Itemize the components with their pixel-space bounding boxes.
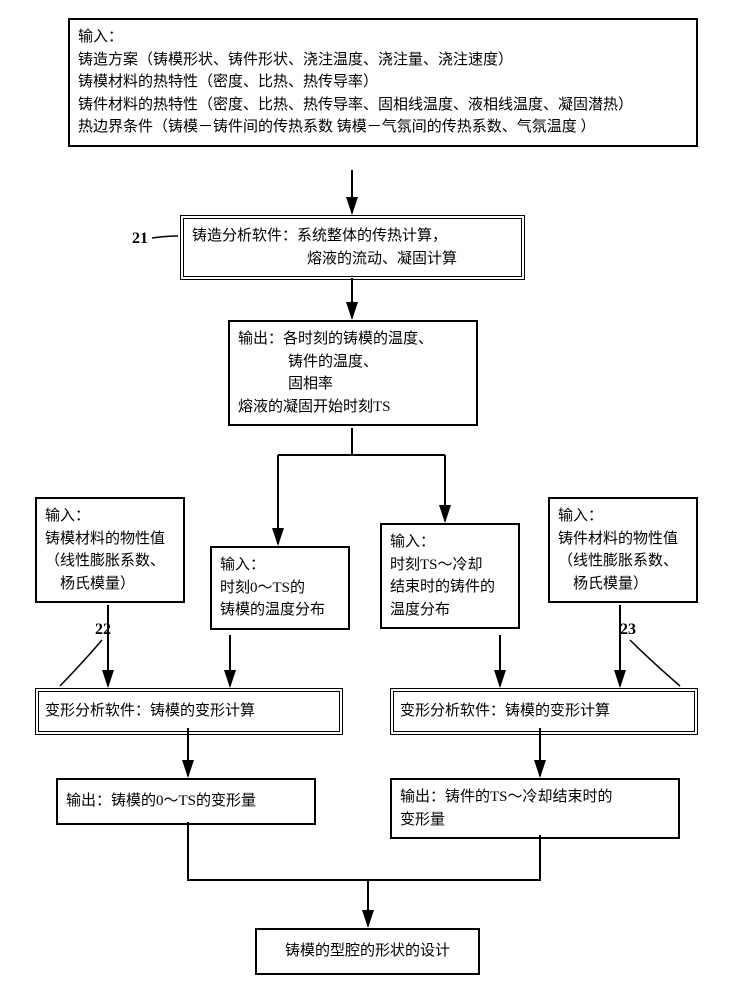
text: 铸件的温度、 (238, 351, 468, 374)
text: 铸件材料的物性值 (558, 528, 688, 551)
text: 输出：各时刻的铸模的温度、 (238, 328, 468, 351)
software-21-box: 铸造分析软件：系统整体的传热计算， 熔液的流动、凝固计算 (180, 215, 525, 280)
text: （线性膨胀系数、 (558, 550, 688, 573)
text: 时刻TS～冷却 (390, 554, 510, 577)
text: 输入： (390, 531, 510, 554)
input-top-box: 输入： 铸造方案（铸模形状、铸件形状、浇注温度、浇注量、浇注速度） 铸模材料的热… (68, 18, 698, 147)
ref-label-22: 22 (95, 621, 111, 639)
text: 输入： (558, 505, 688, 528)
input-time-ts-end-box: 输入： 时刻TS～冷却 结束时的铸件的 温度分布 (380, 523, 520, 629)
input-time-0-ts-box: 输入： 时刻0～TS的 铸模的温度分布 (210, 546, 350, 630)
text: 输入： (220, 554, 340, 577)
software-22-box: 变形分析软件：铸模的变形计算 (35, 688, 343, 735)
text: 铸模材料的热特性（密度、比热、热传导率） (78, 71, 688, 94)
text: 结束时的铸件的 (390, 576, 510, 599)
output-right-box: 输出：铸件的TS～冷却结束时的 变形量 (390, 778, 680, 839)
software-23-box: 变形分析软件：铸模的变形计算 (390, 688, 698, 735)
text: （线性膨胀系数、 (45, 550, 175, 573)
input-mold-material-box: 输入： 铸模材料的物性值 （线性膨胀系数、 杨氏模量） (35, 497, 185, 603)
text: 变形分析软件：铸模的变形计算 (45, 703, 255, 719)
text: 铸模材料的物性值 (45, 528, 175, 551)
output-mid-box: 输出：各时刻的铸模的温度、 铸件的温度、 固相率 熔液的凝固开始时刻TS (228, 320, 478, 426)
text: 输入： (45, 505, 175, 528)
ref-label-23: 23 (620, 621, 636, 639)
text: 铸模的温度分布 (220, 599, 340, 622)
final-design-box: 铸模的型腔的形状的设计 (255, 928, 480, 975)
text: 固相率 (238, 373, 468, 396)
text: 铸模的型腔的形状的设计 (285, 943, 450, 959)
text: 铸造分析软件：系统整体的传热计算， (192, 225, 513, 248)
output-left-box: 输出：铸模的0～TS的变形量 (56, 778, 316, 825)
text: 熔液的流动、凝固计算 (192, 248, 513, 271)
input-casting-material-box: 输入： 铸件材料的物性值 （线性膨胀系数、 杨氏模量） (548, 497, 698, 603)
text: 铸造方案（铸模形状、铸件形状、浇注温度、浇注量、浇注速度） (78, 49, 688, 72)
text: 热边界条件（铸模－铸件间的传热系数 铸模－气氛间的传热系数、气氛温度 ） (78, 116, 688, 139)
text: 变形分析软件：铸模的变形计算 (400, 703, 610, 719)
text: 杨氏模量） (45, 573, 175, 596)
text: 铸件材料的热特性（密度、比热、热传导率、固相线温度、液相线温度、凝固潜热） (78, 94, 688, 117)
text: 杨氏模量） (558, 573, 688, 596)
text: 熔液的凝固开始时刻TS (238, 396, 468, 419)
text: 输入： (78, 26, 688, 49)
text: 输出：铸件的TS～冷却结束时的 (400, 786, 670, 809)
text: 温度分布 (390, 599, 510, 622)
text: 输出：铸模的0～TS的变形量 (66, 793, 256, 809)
text: 变形量 (400, 809, 670, 832)
text: 时刻0～TS的 (220, 577, 340, 600)
ref-label-21: 21 (132, 230, 148, 248)
